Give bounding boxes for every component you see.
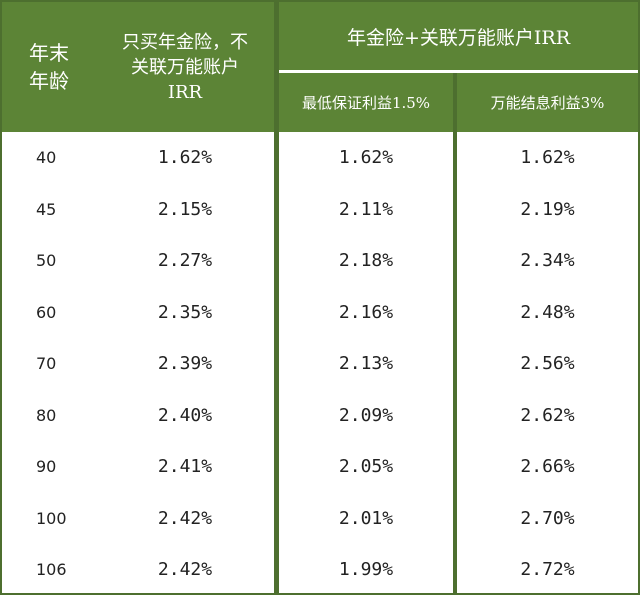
cell-universal-3pct: 2.66% [520,456,575,477]
cell-age: 40 [36,148,57,167]
table-row: 106 2.42% 1.99% 2.72% [2,544,638,596]
cell-min-guarantee: 1.62% [338,147,394,168]
cell-annuity-only: 1.62% [157,147,213,168]
cell-min-guarantee: 2.05% [338,456,394,477]
column-divider-1 [274,2,279,593]
table-row: 50 2.27% 2.18% 2.34% [2,235,638,287]
table-row: 90 2.41% 2.05% 2.66% [2,441,638,493]
header-divider [279,70,638,73]
table-row: 45 2.15% 2.11% 2.19% [2,184,638,236]
cell-age: 70 [36,354,57,373]
cell-age: 60 [36,302,57,322]
header-year-end-age: 年末 年龄 [2,2,96,132]
cell-min-guarantee: 2.18% [338,250,394,271]
cell-annuity-only: 2.15% [157,198,213,220]
header-age-line-1: 年末 [29,41,69,65]
cell-annuity-only: 2.42% [157,559,213,580]
cell-universal-3pct: 2.19% [520,198,575,220]
cell-universal-3pct: 2.72% [520,559,575,580]
cell-min-guarantee: 2.01% [338,507,394,529]
cell-universal-3pct: 2.56% [520,353,575,374]
cell-universal-3pct: 2.62% [520,404,575,426]
cell-min-guarantee: 2.11% [338,198,394,220]
column-divider-2 [453,70,457,593]
cell-universal-3pct: 2.34% [520,250,575,271]
header-linked-account-irr: 年金险+关联万能账户IRR [279,2,638,70]
cell-min-guarantee: 2.09% [338,404,394,426]
cell-annuity-only: 2.42% [157,507,213,529]
cell-min-guarantee: 1.99% [338,559,394,580]
cell-universal-3pct: 2.48% [520,301,575,323]
header-only-line-2: 关联万能账户 [131,56,239,78]
cell-age: 106 [36,560,67,579]
header-only-line-1: 只买年金险，不 [122,31,248,53]
table-row: 60 2.35% 2.16% 2.48% [2,287,638,339]
cell-annuity-only: 2.27% [157,250,213,271]
table-row: 80 2.40% 2.09% 2.62% [2,390,638,442]
header-age-line-2: 年龄 [29,69,69,93]
cell-min-guarantee: 2.13% [338,353,394,374]
table-row: 70 2.39% 2.13% 2.56% [2,338,638,390]
header-universal-interest: 万能结息利益3% [457,73,638,132]
cell-universal-3pct: 1.62% [520,147,575,168]
table-row: 100 2.42% 2.01% 2.70% [2,493,638,545]
cell-age: 50 [36,251,57,270]
cell-age: 100 [36,508,67,528]
header-annuity-only-irr: 只买年金险，不 关联万能账户 IRR [96,2,274,132]
cell-age: 90 [36,457,57,476]
header-only-line-3: IRR [167,81,203,103]
table-row: 40 1.62% 1.62% 1.62% [2,132,638,184]
table-body: 40 1.62% 1.62% 1.62% 45 2.15% 2.11% 2.19… [2,132,638,596]
cell-annuity-only: 2.40% [157,404,213,426]
cell-annuity-only: 2.39% [157,353,213,374]
cell-age: 45 [36,199,57,219]
header-minimum-guarantee: 最低保证利益1.5% [279,73,453,132]
cell-age: 80 [36,405,57,425]
cell-annuity-only: 2.35% [157,301,213,323]
cell-annuity-only: 2.41% [157,456,213,477]
cell-universal-3pct: 2.70% [520,507,575,529]
cell-min-guarantee: 2.16% [338,301,394,323]
